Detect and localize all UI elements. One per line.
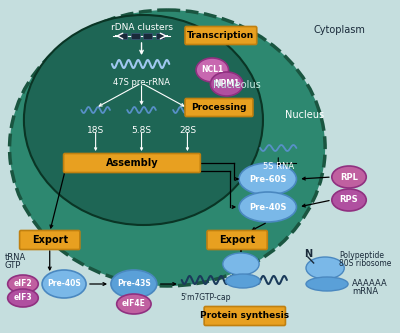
Ellipse shape bbox=[42, 270, 86, 298]
Ellipse shape bbox=[332, 189, 366, 211]
Ellipse shape bbox=[226, 274, 260, 288]
Ellipse shape bbox=[111, 270, 157, 298]
Text: eIF3: eIF3 bbox=[14, 293, 32, 302]
Text: Nucleolus: Nucleolus bbox=[213, 80, 261, 90]
Text: Protein synthesis: Protein synthesis bbox=[200, 311, 289, 320]
Ellipse shape bbox=[8, 275, 38, 293]
Text: 5S RNA: 5S RNA bbox=[263, 162, 294, 171]
Text: AAAAAA: AAAAAA bbox=[352, 279, 388, 288]
Ellipse shape bbox=[239, 192, 296, 222]
Ellipse shape bbox=[196, 58, 228, 82]
Text: GTP: GTP bbox=[5, 261, 21, 270]
Text: Cytoplasm: Cytoplasm bbox=[314, 25, 366, 35]
Text: Pre-40S: Pre-40S bbox=[47, 279, 81, 288]
Text: 18S: 18S bbox=[87, 126, 104, 135]
Text: Assembly: Assembly bbox=[106, 158, 158, 168]
Text: Processing: Processing bbox=[191, 103, 247, 112]
Text: rDNA clusters: rDNA clusters bbox=[110, 24, 172, 33]
Text: Transcription: Transcription bbox=[187, 31, 254, 40]
Text: Pre-60S: Pre-60S bbox=[249, 174, 286, 183]
Text: mRNA: mRNA bbox=[352, 287, 378, 296]
Ellipse shape bbox=[239, 163, 296, 195]
Text: Export: Export bbox=[219, 235, 255, 245]
Text: Polypeptide: Polypeptide bbox=[340, 250, 384, 259]
FancyBboxPatch shape bbox=[144, 33, 152, 39]
Ellipse shape bbox=[306, 257, 344, 279]
Ellipse shape bbox=[210, 72, 243, 96]
FancyBboxPatch shape bbox=[156, 33, 164, 39]
FancyBboxPatch shape bbox=[185, 27, 257, 45]
Text: Pre-40S: Pre-40S bbox=[249, 202, 286, 211]
Text: N: N bbox=[304, 249, 312, 259]
Text: 28S: 28S bbox=[179, 126, 196, 135]
Text: eIF2: eIF2 bbox=[14, 279, 32, 288]
FancyBboxPatch shape bbox=[64, 154, 200, 172]
Text: RPS: RPS bbox=[340, 195, 358, 204]
Ellipse shape bbox=[24, 15, 263, 225]
FancyBboxPatch shape bbox=[207, 230, 267, 249]
FancyBboxPatch shape bbox=[185, 99, 253, 117]
Text: RPL: RPL bbox=[340, 172, 358, 181]
FancyBboxPatch shape bbox=[204, 306, 286, 325]
FancyBboxPatch shape bbox=[118, 33, 127, 39]
Text: 5.8S: 5.8S bbox=[132, 126, 152, 135]
Text: NCL1: NCL1 bbox=[201, 66, 224, 75]
Ellipse shape bbox=[10, 10, 325, 286]
Text: 47S pre-rRNA: 47S pre-rRNA bbox=[113, 78, 170, 87]
Text: tRNA: tRNA bbox=[5, 252, 26, 261]
FancyBboxPatch shape bbox=[20, 230, 80, 249]
Text: Export: Export bbox=[32, 235, 68, 245]
Ellipse shape bbox=[117, 294, 151, 314]
Text: NPM1: NPM1 bbox=[214, 80, 239, 89]
FancyBboxPatch shape bbox=[131, 33, 140, 39]
Ellipse shape bbox=[332, 166, 366, 188]
Text: Nucleus: Nucleus bbox=[284, 110, 324, 120]
Text: eIF4E: eIF4E bbox=[122, 299, 146, 308]
Ellipse shape bbox=[223, 253, 259, 275]
Ellipse shape bbox=[306, 277, 348, 291]
Text: Pre-43S: Pre-43S bbox=[117, 279, 151, 288]
Text: 80S ribosome: 80S ribosome bbox=[340, 258, 392, 267]
Text: 5'm7GTP-cap: 5'm7GTP-cap bbox=[180, 293, 231, 302]
Ellipse shape bbox=[8, 289, 38, 307]
